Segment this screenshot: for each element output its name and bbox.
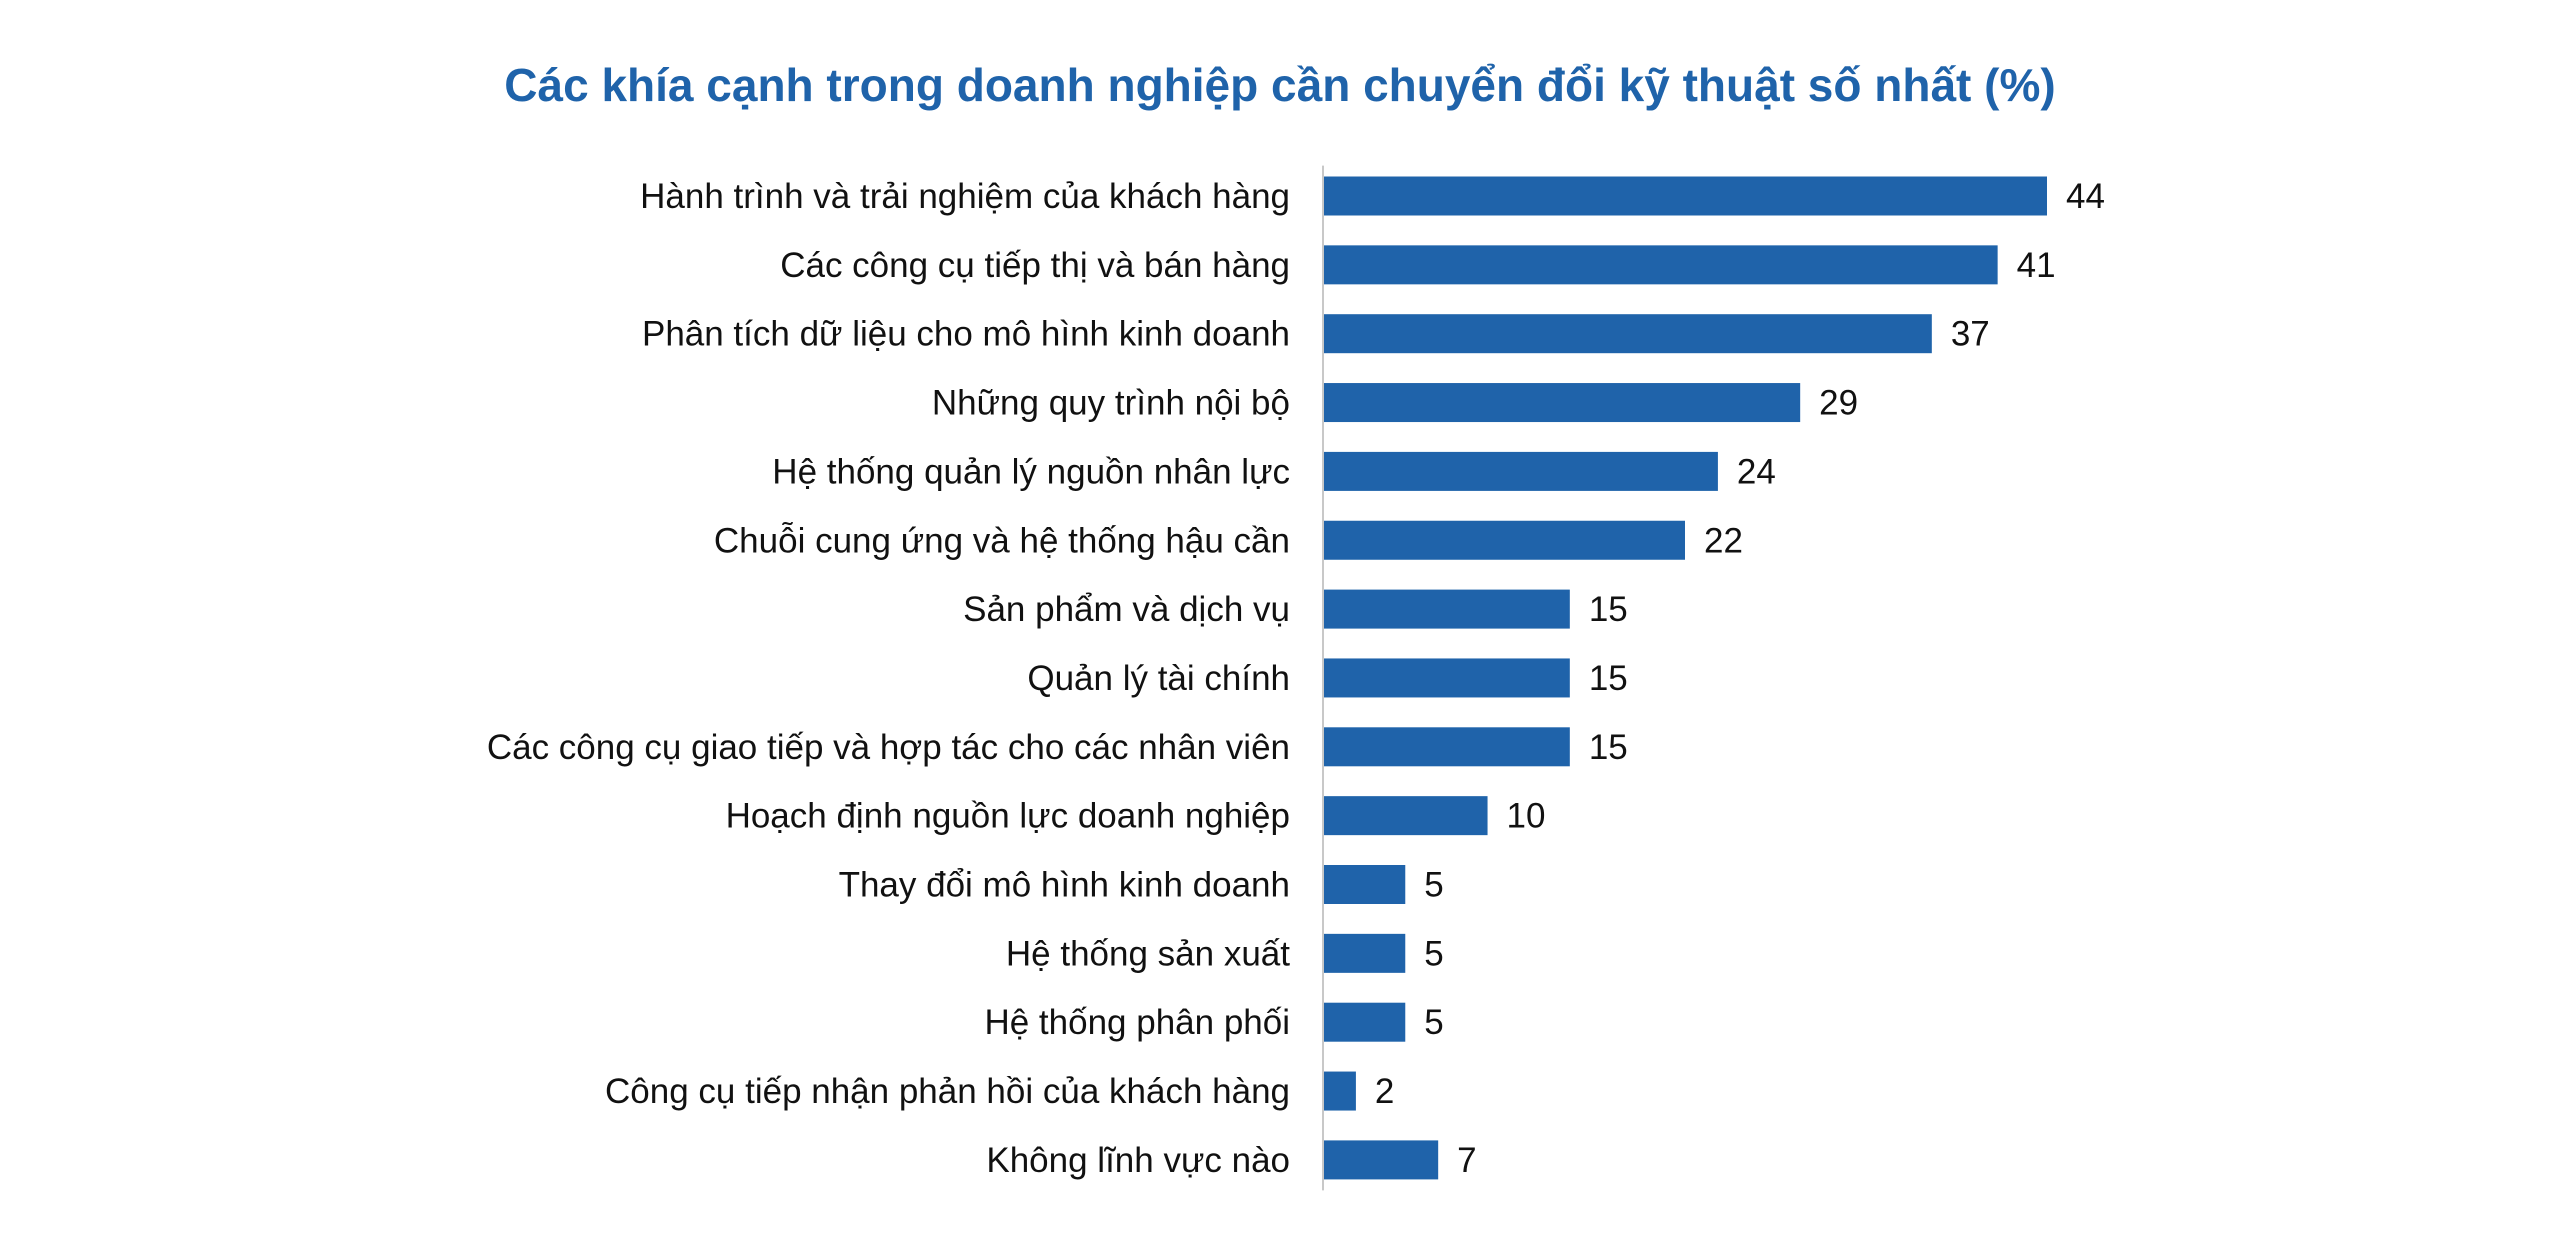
value-label: 15	[1589, 659, 1628, 698]
bar	[1323, 451, 1718, 491]
value-label: 7	[1457, 1141, 1476, 1180]
value-label: 22	[1704, 521, 1743, 560]
value-label: 15	[1589, 590, 1628, 629]
value-label: 41	[2017, 246, 2056, 285]
bar	[1323, 658, 1570, 698]
chart-title: Các khía cạnh trong doanh nghiệp cần chu…	[504, 59, 2056, 111]
value-label: 5	[1424, 1003, 1443, 1042]
value-label: 2	[1375, 1072, 1394, 1111]
bar	[1323, 933, 1406, 973]
category-label: Quản lý tài chính	[1027, 659, 1290, 698]
bar	[1323, 796, 1488, 836]
value-label: 10	[1507, 797, 1546, 836]
value-label: 15	[1589, 728, 1628, 767]
category-label: Hệ thống quản lý nguồn nhân lực	[772, 452, 1290, 491]
value-label: 5	[1424, 866, 1443, 905]
bar	[1323, 383, 1801, 423]
category-label: Hành trình và trải nghiệm của khách hàng	[640, 177, 1290, 216]
value-label: 44	[2066, 177, 2105, 216]
category-label: Hoạch định nguồn lực doanh nghiệp	[726, 797, 1290, 836]
category-label: Những quy trình nội bộ	[932, 384, 1290, 423]
bar	[1323, 314, 1932, 354]
value-label: 37	[1951, 315, 1990, 354]
category-labels-group: Hành trình và trải nghiệm của khách hàng…	[487, 177, 1290, 1180]
category-label: Chuỗi cung ứng và hệ thống hậu cần	[714, 521, 1290, 560]
category-label: Không lĩnh vực nào	[986, 1141, 1290, 1180]
bar	[1323, 176, 2047, 216]
category-label: Phân tích dữ liệu cho mô hình kinh doanh	[642, 315, 1290, 354]
value-label: 24	[1737, 452, 1776, 491]
bar	[1323, 520, 1685, 560]
bar	[1323, 245, 1998, 285]
category-label: Hệ thống sản xuất	[1006, 934, 1290, 973]
bars-group	[1323, 176, 2047, 1180]
bar	[1323, 1071, 1356, 1111]
category-label: Các công cụ giao tiếp và hợp tác cho các…	[487, 728, 1290, 767]
bar	[1323, 865, 1406, 904]
category-label: Sản phẩm và dịch vụ	[963, 590, 1290, 629]
category-label: Hệ thống phân phối	[984, 1003, 1290, 1042]
bar	[1323, 727, 1570, 767]
bar	[1323, 1140, 1439, 1180]
bar	[1323, 589, 1570, 629]
bar	[1323, 1002, 1406, 1042]
category-label: Công cụ tiếp nhận phản hồi của khách hàn…	[605, 1072, 1290, 1111]
category-label: Thay đổi mô hình kinh doanh	[839, 866, 1290, 905]
category-label: Các công cụ tiếp thị và bán hàng	[780, 246, 1290, 285]
value-label: 29	[1819, 384, 1858, 423]
value-label: 5	[1424, 934, 1443, 973]
